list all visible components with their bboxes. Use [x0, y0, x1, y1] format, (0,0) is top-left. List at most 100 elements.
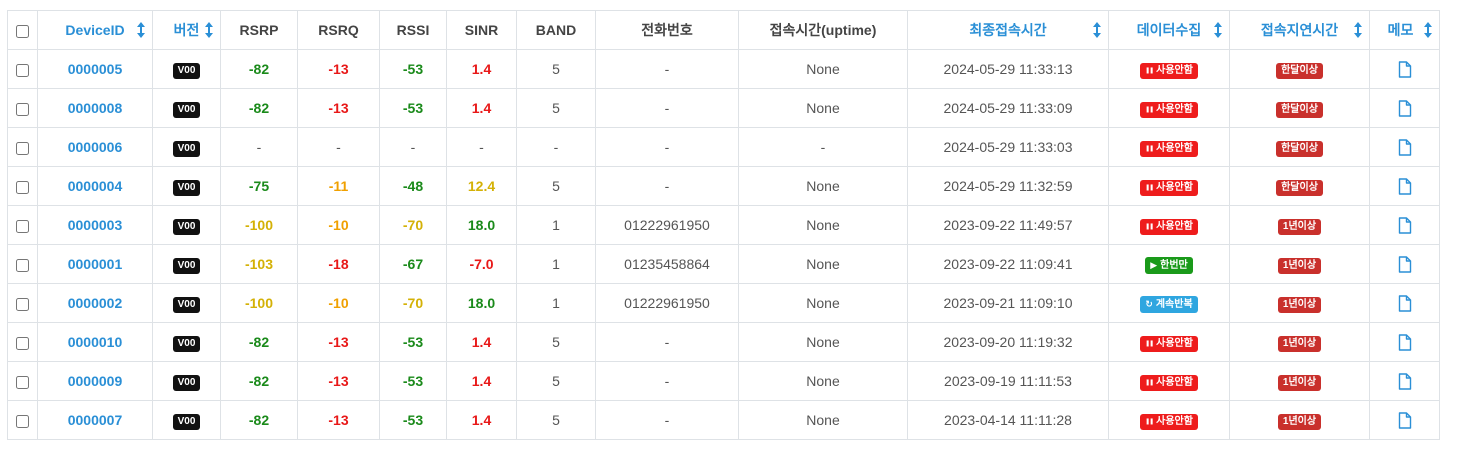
data-collect-badge[interactable]: ❚❚ 사용안함 [1140, 140, 1198, 157]
header-last-connect[interactable]: 최종접속시간 [907, 10, 1109, 50]
data-collect-cell: ❚❚ 사용안함 [1108, 127, 1230, 167]
pause-icon: ❚❚ [1145, 379, 1154, 386]
memo-file-icon[interactable] [1398, 412, 1412, 429]
data-collect-badge[interactable]: ❚❚ 사용안함 [1140, 374, 1198, 391]
device-id-link[interactable]: 0000004 [67, 178, 123, 194]
sort-icon[interactable] [1423, 21, 1433, 39]
header-data-collect[interactable]: 데이터수집 [1108, 10, 1230, 50]
header-rssi: RSSI [379, 10, 447, 50]
rsrq-value: -11 [328, 178, 349, 194]
delay-badge: 1년이상 [1277, 374, 1322, 391]
header-device-id[interactable]: DeviceID [37, 10, 153, 50]
row-checkbox[interactable] [16, 375, 29, 389]
device-id-link[interactable]: 0000002 [67, 295, 123, 311]
sinr-value: 18.0 [467, 217, 496, 233]
sinr-cell: 1.4 [446, 322, 517, 362]
memo-file-icon[interactable] [1398, 100, 1412, 117]
version-badge: V00 [172, 218, 201, 235]
row-checkbox[interactable] [16, 180, 29, 194]
row-checkbox[interactable] [16, 102, 29, 116]
memo-file-icon[interactable] [1398, 334, 1412, 351]
data-collect-badge[interactable]: ❚❚ 사용안함 [1140, 413, 1198, 430]
header-rsrp: RSRP [220, 10, 298, 50]
data-collect-badge[interactable]: ▶ 한번만 [1145, 256, 1193, 274]
phone-cell: - [595, 400, 739, 440]
delay-badge: 한달이상 [1276, 101, 1323, 118]
device-id-link[interactable]: 0000001 [67, 256, 123, 272]
select-all-checkbox[interactable] [16, 24, 29, 38]
rsrp-value: -100 [244, 217, 274, 233]
pause-icon: ❚❚ [1145, 184, 1154, 191]
rsrq-cell: -13 [297, 322, 380, 362]
data-collect-label: 사용안함 [1156, 337, 1193, 349]
device-id-link[interactable]: 0000008 [67, 100, 123, 116]
sort-icon[interactable] [136, 21, 146, 39]
delay-cell: 한달이상 [1229, 49, 1370, 89]
table-row: 0000003 V00 -100 -10 -70 18.0 1 01222961… [7, 205, 1440, 245]
row-checkbox[interactable] [16, 141, 29, 155]
device-id-link[interactable]: 0000010 [67, 334, 123, 350]
band-cell: 5 [516, 49, 596, 89]
device-id-link[interactable]: 0000007 [67, 412, 123, 428]
uptime-cell: None [738, 400, 908, 440]
data-collect-cell: ❚❚ 사용안함 [1108, 88, 1230, 128]
last-connect-cell: 2023-04-14 11:11:28 [907, 400, 1109, 440]
data-collect-cell: ❚❚ 사용안함 [1108, 361, 1230, 401]
row-checkbox[interactable] [16, 414, 29, 428]
device-id-link[interactable]: 0000005 [67, 61, 123, 77]
header-label: 메모 [1387, 22, 1414, 38]
sinr-value: -7.0 [469, 256, 494, 272]
rsrq-cell: -10 [297, 283, 380, 323]
row-checkbox[interactable] [16, 63, 29, 77]
header-version[interactable]: 버전 [152, 10, 221, 50]
memo-file-icon[interactable] [1398, 178, 1412, 195]
row-checkbox[interactable] [16, 258, 29, 272]
header-delay[interactable]: 접속지연시간 [1229, 10, 1370, 50]
memo-file-icon[interactable] [1398, 61, 1412, 78]
sort-icon[interactable] [1353, 21, 1363, 39]
band-cell: 5 [516, 361, 596, 401]
delay-cell: 1년이상 [1229, 322, 1370, 362]
uptime-cell: None [738, 205, 908, 245]
sinr-cell: - [446, 127, 517, 167]
phone-cell: - [595, 127, 739, 167]
uptime-cell: None [738, 244, 908, 284]
rsrq-cell: -11 [297, 166, 380, 206]
data-collect-badge[interactable]: ❚❚ 사용안함 [1140, 179, 1198, 196]
data-collect-badge[interactable]: ❚❚ 사용안함 [1140, 101, 1198, 118]
memo-file-icon[interactable] [1398, 217, 1412, 234]
memo-file-icon[interactable] [1398, 256, 1412, 273]
sort-icon[interactable] [204, 21, 214, 39]
data-collect-badge[interactable]: ❚❚ 사용안함 [1140, 62, 1198, 79]
header-memo[interactable]: 메모 [1369, 10, 1440, 50]
row-checkbox[interactable] [16, 297, 29, 311]
version-cell: V00 [152, 88, 221, 128]
band-cell: - [516, 127, 596, 167]
memo-file-icon[interactable] [1398, 373, 1412, 390]
rsrq-value: -10 [328, 295, 349, 311]
rssi-cell: -53 [379, 361, 447, 401]
device-id-cell: 0000009 [37, 361, 153, 401]
rssi-value: -48 [402, 178, 424, 194]
device-id-link[interactable]: 0000003 [67, 217, 123, 233]
memo-file-icon[interactable] [1398, 139, 1412, 156]
sort-icon[interactable] [1213, 21, 1223, 39]
data-collect-badge[interactable]: ↻ 계속반복 [1140, 295, 1198, 313]
phone-cell: - [595, 88, 739, 128]
sort-icon[interactable] [1092, 21, 1102, 39]
band-cell: 5 [516, 400, 596, 440]
data-collect-badge[interactable]: ❚❚ 사용안함 [1140, 218, 1198, 235]
memo-file-icon[interactable] [1398, 295, 1412, 312]
rssi-value: -53 [402, 412, 424, 428]
device-id-link[interactable]: 0000006 [67, 139, 123, 155]
header-label: 버전 [173, 22, 200, 38]
data-collect-badge[interactable]: ❚❚ 사용안함 [1140, 335, 1198, 352]
version-badge: V00 [172, 62, 201, 79]
device-id-link[interactable]: 0000009 [67, 373, 123, 389]
row-checkbox[interactable] [16, 219, 29, 233]
sinr-value: 1.4 [471, 334, 492, 350]
version-cell: V00 [152, 283, 221, 323]
sinr-value: 1.4 [471, 61, 492, 77]
row-checkbox[interactable] [16, 336, 29, 350]
rssi-cell: - [379, 127, 447, 167]
